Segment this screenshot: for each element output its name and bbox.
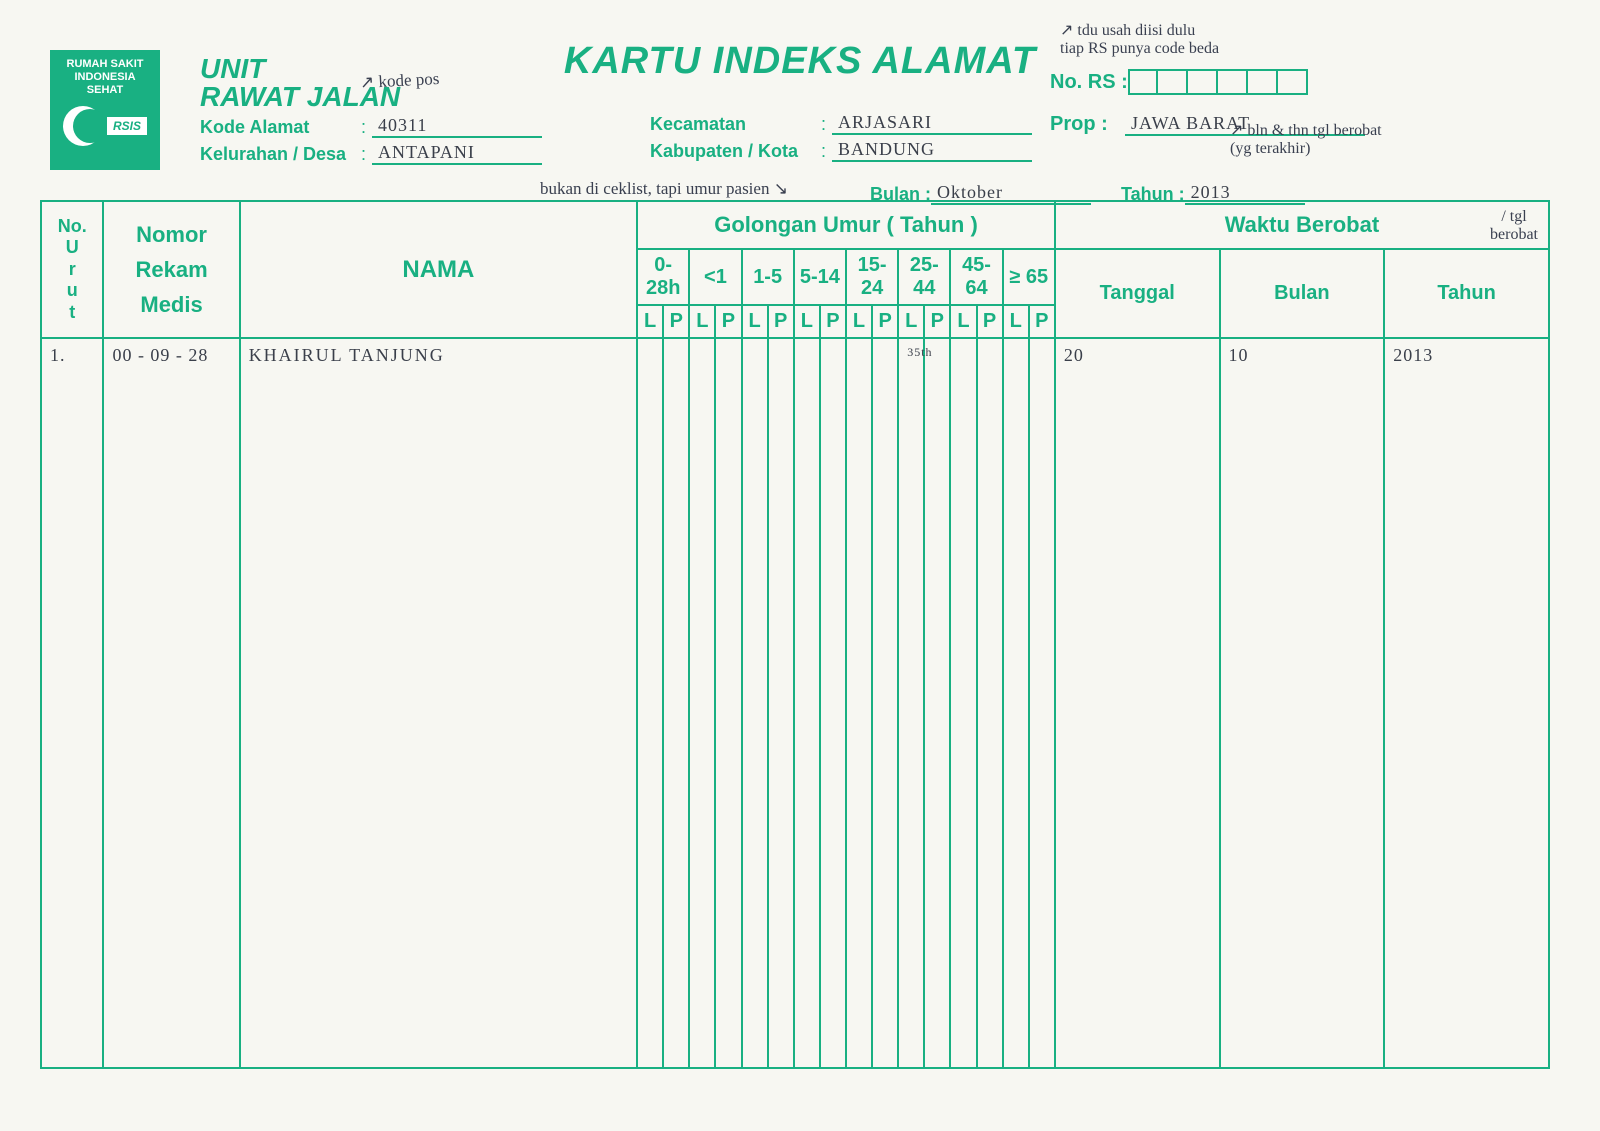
age-0-28h: 0-28h [637, 249, 689, 305]
annotation-tdu: ↗ tdu usah diisi dulu tiap RS punya code… [1060, 22, 1219, 57]
lp-header: P [872, 305, 898, 338]
lp-header: P [715, 305, 741, 338]
cell-nama: KHAIRUL TANJUNG [249, 345, 628, 366]
col-waktu: Waktu Berobat / tgl berobat [1055, 201, 1549, 249]
table-row[interactable]: 1. 00 - 09 - 28 KHAIRUL TANJUNG 35th 20 … [41, 338, 1549, 1068]
lp-header: L [1003, 305, 1029, 338]
lp-header: L [898, 305, 924, 338]
cell-rm: 00 - 09 - 28 [112, 345, 230, 366]
cell-tahun: 2013 [1393, 345, 1540, 366]
age-1-5: 1-5 [742, 249, 794, 305]
cell-bulan: 10 [1229, 345, 1376, 366]
annotation-bln-thn: ↗ bln & thn tgl berobat (yg terakhir) [1230, 122, 1382, 157]
col-tanggal: Tanggal [1055, 249, 1220, 338]
kode-alamat-label: Kode Alamat [200, 117, 355, 138]
age-25-44: 25-44 [898, 249, 950, 305]
col-nama: NAMA [240, 201, 637, 338]
cell-no: 1. [50, 345, 94, 366]
age-45-64: 45-64 [950, 249, 1002, 305]
prop-label: Prop : [1050, 113, 1125, 136]
lp-header: P [820, 305, 846, 338]
col-no-urut: No. U r u t [41, 201, 103, 338]
lp-header: P [768, 305, 794, 338]
lp-header: L [637, 305, 663, 338]
kabupaten-label: Kabupaten / Kota [650, 141, 815, 162]
col-golongan: Golongan Umur ( Tahun ) [637, 201, 1055, 249]
no-rs-label: No. RS : [1050, 71, 1128, 94]
age-5-14: 5-14 [794, 249, 846, 305]
lp-header: P [977, 305, 1003, 338]
cell-age-mark: 35th [907, 345, 915, 360]
age-65: ≥ 65 [1003, 249, 1055, 305]
age-lt1: <1 [689, 249, 741, 305]
col-bulan: Bulan [1220, 249, 1385, 338]
bulan-label: Bulan : [870, 184, 931, 205]
lp-header: L [846, 305, 872, 338]
lp-header: P [663, 305, 689, 338]
kabupaten-value[interactable]: BANDUNG [832, 139, 1032, 162]
hospital-abbrev: RSIS [107, 117, 147, 135]
no-rs-boxes[interactable] [1128, 69, 1308, 95]
lp-header: L [950, 305, 976, 338]
lp-header: P [1029, 305, 1055, 338]
kecamatan-value[interactable]: ARJASARI [832, 112, 1032, 135]
annotation-tgl-berobat: / tgl berobat [1490, 208, 1538, 243]
col-nomor-rm: Nomor Rekam Medis [103, 201, 239, 338]
kecamatan-label: Kecamatan [650, 114, 815, 135]
col-tahun: Tahun [1384, 249, 1549, 338]
kelurahan-label: Kelurahan / Desa [200, 144, 355, 165]
lp-header: L [689, 305, 715, 338]
lp-header: L [794, 305, 820, 338]
form-header: RUMAH SAKIT INDONESIA SEHAT RSIS KARTU I… [40, 30, 1560, 200]
table-head: No. U r u t Nomor Rekam Medis NAMA Golon… [41, 201, 1549, 338]
main-table: No. U r u t Nomor Rekam Medis NAMA Golon… [40, 200, 1550, 1069]
age-15-24: 15-24 [846, 249, 898, 305]
crescent-icon: RSIS [56, 106, 154, 146]
kelurahan-value[interactable]: ANTAPANI [372, 142, 542, 165]
lp-header: L [742, 305, 768, 338]
cell-tanggal: 20 [1064, 345, 1211, 366]
lp-header: P [924, 305, 950, 338]
annotation-ceklist: bukan di ceklist, tapi umur pasien ↘ [540, 180, 788, 199]
kode-alamat-value[interactable]: 40311 [372, 115, 542, 138]
mid-block: Kecamatan : ARJASARI Kabupaten / Kota : … [650, 108, 1032, 162]
